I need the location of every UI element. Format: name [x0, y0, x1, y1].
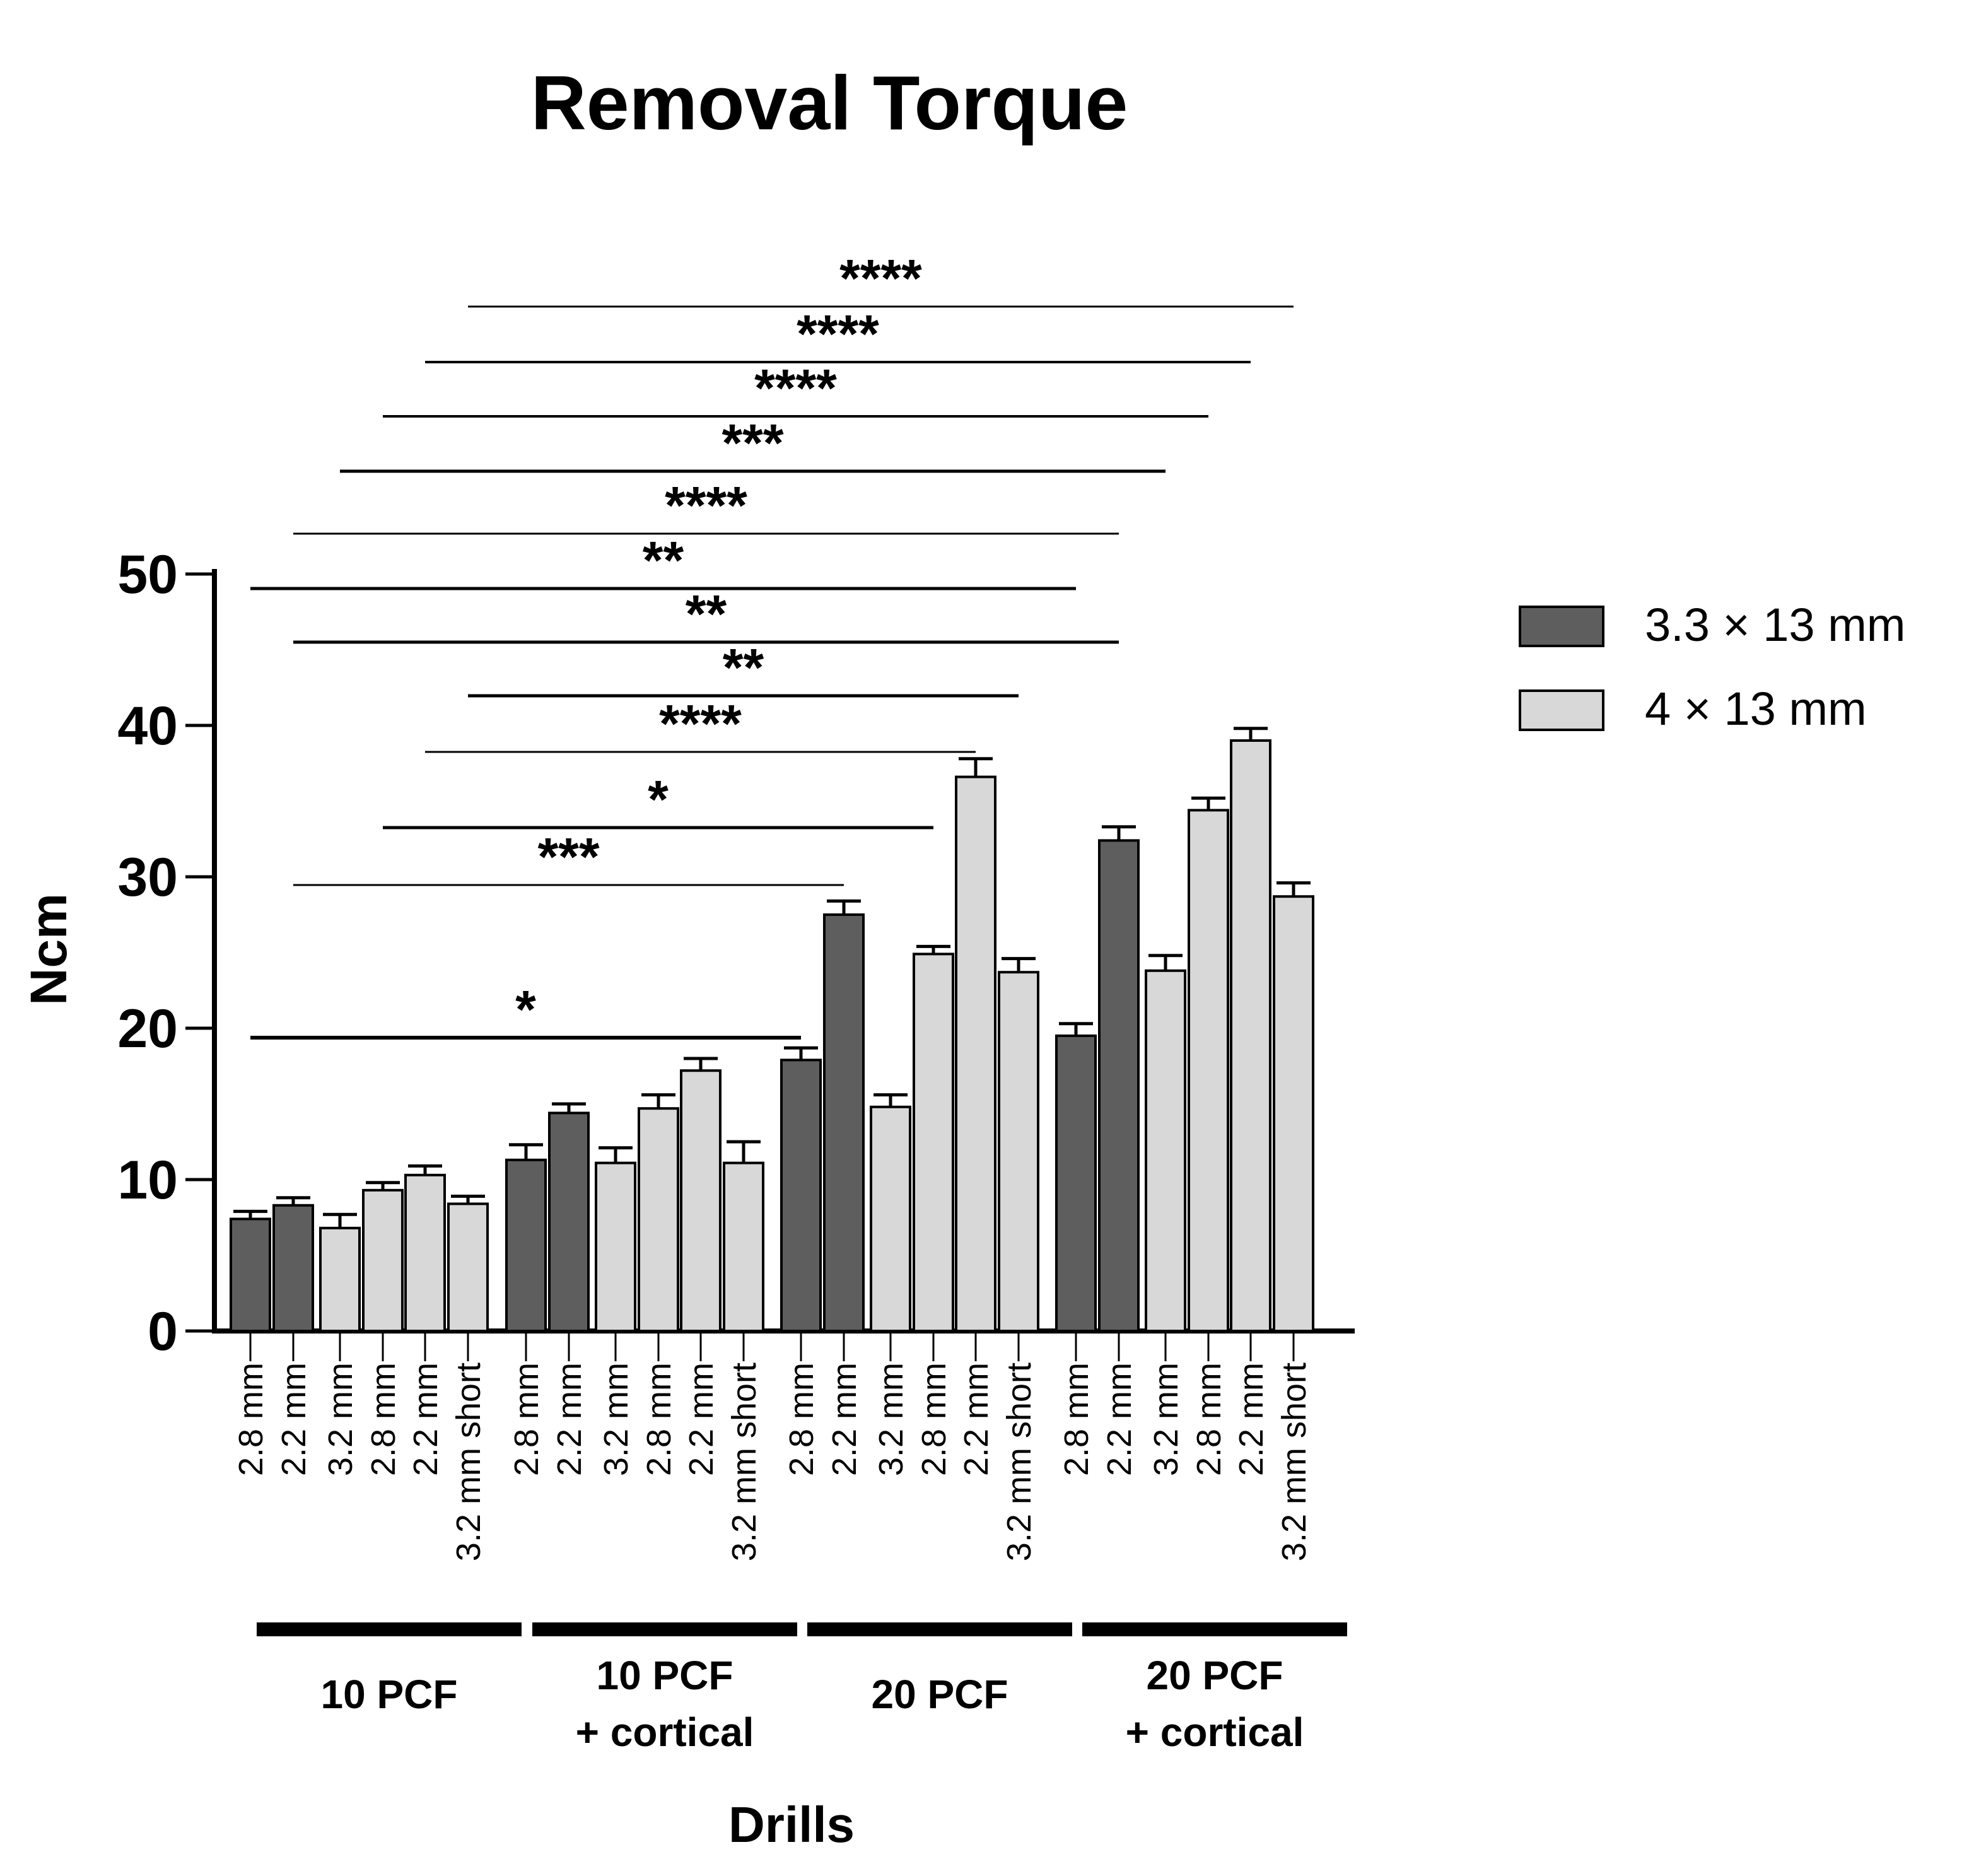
significance-stars: *** [537, 827, 599, 886]
bar-tick-label: 2.2 mm [551, 1363, 588, 1476]
y-tick-label: 30 [117, 847, 178, 908]
bar [362, 1188, 404, 1333]
bar [319, 1226, 361, 1333]
bar [548, 1111, 590, 1333]
bar-tick-label: 3.2 mm [1147, 1363, 1185, 1476]
bar [505, 1158, 547, 1333]
bar [1055, 1035, 1097, 1332]
bar [998, 971, 1039, 1332]
bar-tick-label: 2.2 mm [682, 1363, 720, 1476]
significance-stars: *** [722, 413, 783, 472]
legend-label-4x13: 4 × 13 mm [1645, 683, 1867, 735]
significance-stars: ** [643, 531, 684, 590]
legend-swatch-4x13 [1519, 689, 1604, 731]
legend-swatch-3.3x13 [1519, 606, 1604, 647]
bar-tick-label: 2.2 mm [275, 1363, 313, 1476]
y-tick-label: 50 [117, 544, 178, 605]
bar [913, 953, 954, 1332]
bar-tick-label: 2.2 mm [826, 1363, 863, 1476]
chart-title: Removal Torque [531, 60, 1128, 146]
group-label-line2: + cortical [576, 1709, 754, 1755]
significance-stars: **** [665, 476, 747, 535]
group-label-line1: 20 PCF [1147, 1653, 1283, 1698]
bar-tick-label: 3.2 mm [597, 1363, 635, 1476]
bar-tick-label: 3.2 mm short [1275, 1363, 1313, 1561]
bar [723, 1161, 764, 1332]
bar [1098, 839, 1140, 1332]
bar [404, 1173, 446, 1333]
y-tick-label: 40 [117, 696, 178, 756]
significance-stars: * [648, 770, 669, 829]
legend: 3.3 × 13 mm 4 × 13 mm [1519, 599, 1905, 735]
bar-tick-label: 2.8 mm [365, 1363, 402, 1476]
significance-stars: **** [754, 358, 837, 418]
legend-label-3.3x13: 3.3 × 13 mm [1645, 599, 1905, 651]
group-underline [1082, 1622, 1347, 1636]
bar-tick-label: 2.8 mm [508, 1363, 546, 1476]
bar-tick-label: 2.8 mm [1190, 1363, 1228, 1476]
bar [870, 1105, 911, 1333]
significance-stars: **** [797, 304, 879, 363]
bar-tick-label: 2.2 mm [1101, 1363, 1138, 1476]
bar [230, 1217, 271, 1333]
bar-tick-label: 3.2 mm short [450, 1363, 488, 1561]
y-tick-label: 10 [117, 1150, 178, 1211]
bar [638, 1107, 679, 1332]
significance-stars: **** [839, 249, 922, 308]
bar [272, 1204, 314, 1333]
bar [680, 1069, 722, 1332]
bar [780, 1058, 822, 1333]
significance-stars: **** [659, 694, 742, 753]
bar-tick-label: 3.2 mm [322, 1363, 359, 1476]
bar [823, 913, 865, 1332]
group-label: 10 PCF [321, 1672, 458, 1717]
group-label-line1: 10 PCF [597, 1653, 733, 1698]
group-label-line2: + cortical [1126, 1709, 1304, 1755]
bar-tick-label: 2.2 mm [407, 1363, 445, 1476]
bar-tick-label: 2.8 mm [640, 1363, 678, 1476]
bar-tick-label: 3.2 mm [872, 1363, 910, 1476]
bar-tick-label: 2.8 mm [232, 1363, 270, 1476]
y-tick-label: 0 [148, 1301, 178, 1362]
bar [1273, 895, 1314, 1332]
bar-tick-label: 2.8 mm [915, 1363, 953, 1476]
significance-stars: * [515, 980, 536, 1039]
y-tick-label: 20 [117, 999, 178, 1059]
significance-stars: ** [686, 584, 727, 643]
group-underline [257, 1622, 522, 1636]
bar [1188, 809, 1229, 1332]
bar [595, 1161, 636, 1332]
bar-tick-label: 2.8 mm [783, 1363, 821, 1476]
significance-stars: ** [723, 638, 764, 697]
bar-tick-label: 2.8 mm [1058, 1363, 1096, 1476]
bar [1145, 969, 1186, 1333]
bar [447, 1202, 489, 1333]
y-axis-title: Ncm [20, 893, 78, 1005]
group-underline [532, 1622, 797, 1636]
bar-tick-label: 3.2 mm short [725, 1363, 763, 1561]
group-label: 20 PCF [872, 1672, 1008, 1717]
x-axis-title: Drills [728, 1797, 855, 1853]
bar-tick-label: 2.2 mm [957, 1363, 995, 1476]
bar [1230, 739, 1271, 1332]
bar-tick-label: 2.2 mm [1232, 1363, 1270, 1476]
bar-tick-label: 3.2 mm short [1000, 1363, 1038, 1561]
group-underline [807, 1622, 1072, 1636]
bar [955, 775, 996, 1332]
